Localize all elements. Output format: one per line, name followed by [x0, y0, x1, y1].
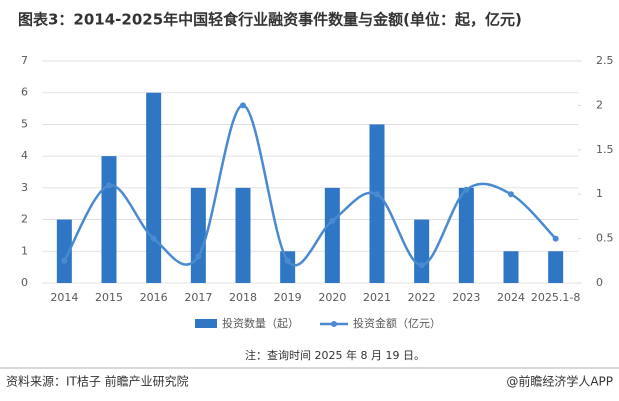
line-point: [374, 191, 380, 198]
bar: [56, 219, 72, 283]
x-tick-label: 2018: [229, 291, 257, 304]
bar: [324, 187, 340, 283]
bar: [548, 251, 564, 283]
y2-tick-label: 2: [596, 98, 603, 111]
bar: [369, 124, 385, 283]
line-point: [240, 102, 246, 109]
bar: [190, 187, 206, 283]
x-tick-label: 2017: [184, 291, 212, 304]
y-tick-label: 7: [21, 54, 28, 67]
y-tick-label: 0: [21, 276, 28, 289]
bar: [146, 92, 162, 283]
legend-swatch: [195, 319, 217, 328]
line-point: [463, 186, 470, 193]
x-tick-label: 2016: [140, 291, 168, 304]
bar: [235, 187, 251, 283]
line-point: [329, 217, 336, 224]
x-tick-label: 2020: [318, 291, 346, 304]
y2-tick-label: 0.5: [596, 232, 614, 245]
line-point: [150, 235, 157, 242]
y-tick-label: 2: [21, 213, 28, 226]
y-tick-label: 5: [21, 117, 28, 130]
line-point: [284, 257, 291, 264]
chart-title: 图表3：2014-2025年中国轻食行业融资事件数量与金额(单位：起，亿元): [18, 11, 522, 29]
legend-label: 投资数量（起）: [222, 316, 299, 330]
y2-tick-label: 2.5: [596, 54, 614, 67]
y-tick-label: 6: [21, 86, 28, 99]
x-tick-label: 2014: [50, 291, 78, 304]
x-tick-label: 2022: [408, 291, 436, 304]
bar: [101, 156, 117, 283]
line-point: [106, 182, 112, 189]
y-tick-label: 4: [21, 149, 28, 162]
y-tick-label: 1: [21, 244, 28, 257]
y2-tick-label: 1.5: [596, 143, 614, 156]
bar: [280, 251, 296, 283]
x-tick-label: 2025.1-8: [531, 291, 580, 304]
y2-tick-label: 0: [596, 276, 603, 289]
x-tick-label: 2015: [95, 291, 123, 304]
source: 资料来源：IT桔子 前瞻产业研究院: [6, 374, 189, 389]
x-tick-label: 2019: [274, 291, 302, 304]
x-tick-label: 2021: [363, 291, 391, 304]
brand: @前瞻经济学人APP: [506, 374, 613, 389]
x-tick-label: 2023: [452, 291, 480, 304]
bar: [414, 219, 430, 283]
legend-swatch: [331, 321, 337, 327]
bar: [458, 187, 474, 283]
y2-tick-label: 1: [596, 187, 603, 200]
line-point: [418, 262, 425, 269]
legend-label: 投资金额（亿元）: [353, 316, 441, 330]
note: 注：查询时间 2025 年 8 月 19 日。: [245, 348, 425, 362]
line: [63, 104, 557, 267]
line-point: [195, 253, 202, 260]
line-point: [552, 235, 559, 242]
line-point: [508, 191, 514, 198]
bar: [503, 251, 519, 283]
x-tick-label: 2024: [497, 291, 525, 304]
line-point: [61, 257, 68, 264]
y-tick-label: 3: [21, 181, 28, 194]
